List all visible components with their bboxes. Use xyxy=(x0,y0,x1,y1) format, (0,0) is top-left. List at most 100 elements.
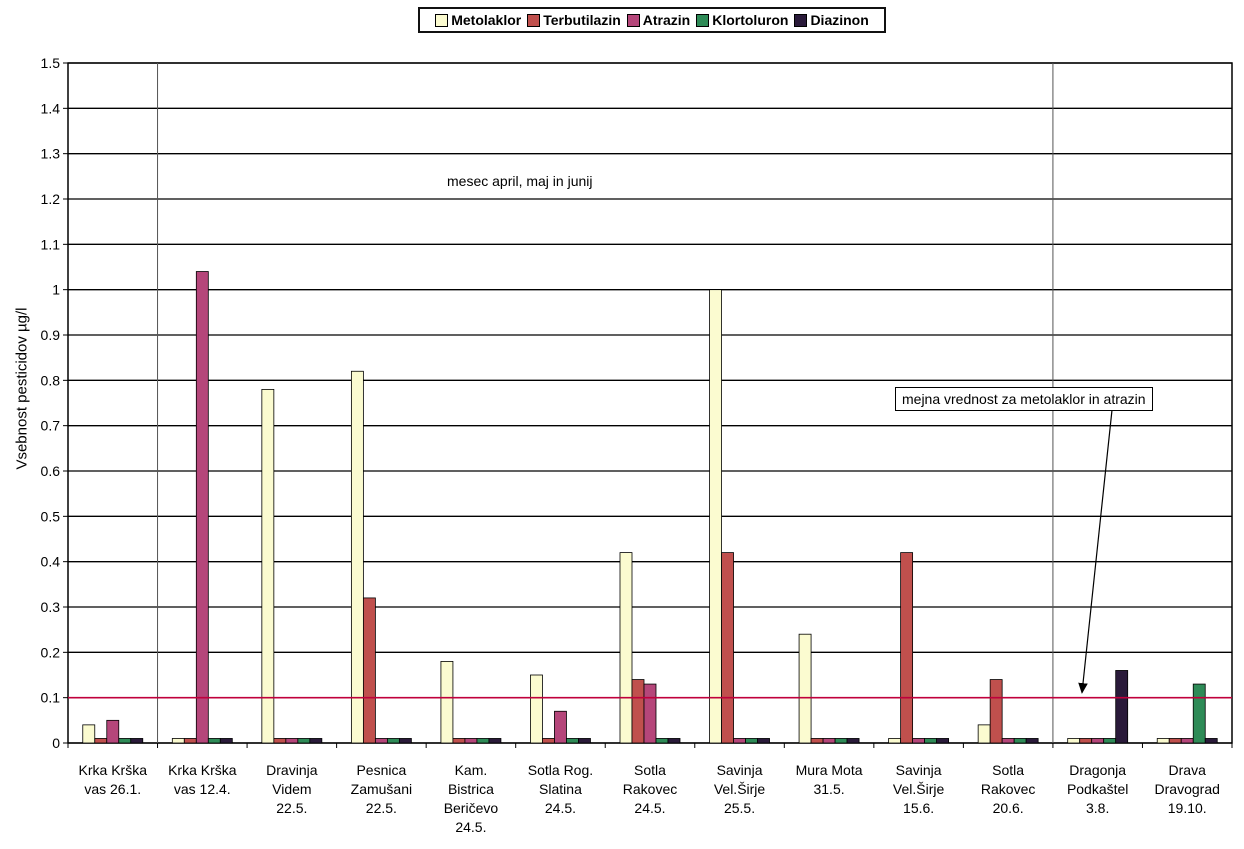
x-tick-label: Sotla Rakovec 24.5. xyxy=(622,762,678,816)
bar-klortoluron xyxy=(207,738,221,744)
bar-diazinon xyxy=(667,738,681,744)
bar-atrazin xyxy=(1001,738,1015,744)
bar-terbutilazin xyxy=(631,679,645,744)
bar-metolaklor xyxy=(709,289,722,744)
bar-atrazin xyxy=(822,738,836,744)
bar-terbutilazin xyxy=(989,679,1003,744)
bar-klortoluron xyxy=(924,738,938,744)
bar-atrazin xyxy=(1180,738,1194,744)
bar-klortoluron xyxy=(834,738,848,744)
bar-klortoluron xyxy=(386,738,400,744)
bar-metolaklor xyxy=(261,388,275,744)
bar-klortoluron xyxy=(1103,738,1117,744)
bar-terbutilazin xyxy=(542,738,555,744)
bar-terbutilazin xyxy=(810,738,824,744)
bar-atrazin xyxy=(554,710,567,744)
bar-terbutilazin xyxy=(94,738,108,744)
y-tick-label: 1.2 xyxy=(41,191,61,207)
legend-label: Metolaklor xyxy=(451,12,522,28)
bar-terbutilazin xyxy=(900,552,914,744)
bar-diazinon xyxy=(1204,738,1218,744)
bar-diazinon xyxy=(130,738,144,744)
x-tick-label: Sotla Rog. Slatina 24.5. xyxy=(527,762,594,816)
chart-legend: Metolaklor Terbutilazin Atrazin Klortoluron… xyxy=(418,7,886,33)
x-tick-label: Pesnica Zamušani 22.5. xyxy=(350,762,413,816)
bar-metolaklor xyxy=(1067,738,1081,744)
bar-diazinon xyxy=(578,738,591,744)
y-tick-label: 1.4 xyxy=(41,100,61,116)
bar-atrazin xyxy=(1091,738,1105,744)
legend-label: Terbutilazin xyxy=(543,12,621,28)
y-tick-label: 0.3 xyxy=(41,599,61,615)
bar-klortoluron xyxy=(476,738,490,744)
bar-terbutilazin xyxy=(362,597,376,744)
legend-swatch xyxy=(794,13,808,27)
bar-metolaklor xyxy=(82,724,96,744)
y-tick-label: 0.2 xyxy=(41,644,61,660)
bar-metolaklor xyxy=(619,552,633,744)
bar-atrazin xyxy=(733,738,746,744)
bar-terbutilazin xyxy=(183,738,197,744)
legend-label: Atrazin xyxy=(642,12,691,28)
y-tick-label: 0.4 xyxy=(41,554,61,570)
x-tick-label: Kam. Bistrica Beričevo 24.5. xyxy=(443,762,499,835)
bar-atrazin xyxy=(285,738,299,744)
bar-metolaklor xyxy=(977,724,991,744)
y-axis-label: Vsebnost pesticidov µg/l xyxy=(13,307,31,470)
legend-swatch xyxy=(435,13,449,27)
bar-diazinon xyxy=(1115,670,1129,744)
bar-klortoluron xyxy=(1192,683,1206,744)
bar-metolaklor xyxy=(1156,738,1170,744)
legend-item: Terbutilazin xyxy=(527,12,621,28)
bar-metolaklor xyxy=(888,738,902,744)
bar-diazinon xyxy=(1025,738,1039,744)
legend-swatch xyxy=(696,13,710,27)
bar-metolaklor xyxy=(171,738,185,744)
x-tick-label: Drava Dravograd 19.10. xyxy=(1154,762,1220,816)
bar-terbutilazin xyxy=(1079,738,1093,744)
bar-diazinon xyxy=(846,738,860,744)
bar-atrazin xyxy=(195,271,209,744)
legend-item: Diazinon xyxy=(794,12,869,28)
y-tick-label: 0 xyxy=(52,735,60,751)
y-tick-label: 0.5 xyxy=(41,508,61,524)
bar-metolaklor xyxy=(440,661,454,744)
x-tick-label: Savinja Vel.Širje 15.6. xyxy=(892,762,945,816)
x-tick-label: Krka Krška vas 12.4. xyxy=(168,762,237,797)
bar-diazinon xyxy=(757,738,770,744)
bar-metolaklor xyxy=(798,633,812,744)
x-tick-label: Sotla Rakovec 20.6. xyxy=(980,762,1036,816)
bar-klortoluron xyxy=(566,738,579,744)
bar-klortoluron xyxy=(118,738,132,744)
bar-klortoluron xyxy=(655,738,669,744)
bar-diazinon xyxy=(219,738,233,744)
y-tick-label: 0.9 xyxy=(41,327,61,343)
bar-terbutilazin xyxy=(1168,738,1182,744)
bar-atrazin xyxy=(374,738,388,744)
x-tick-label: Mura Mota 31.5. xyxy=(795,762,863,797)
bar-terbutilazin xyxy=(721,552,734,744)
period-annotation: mesec april, maj in junij xyxy=(447,173,593,189)
bar-atrazin xyxy=(912,738,926,744)
bar-klortoluron xyxy=(297,738,311,744)
x-tick-label: Krka Krška vas 26.1. xyxy=(78,762,147,797)
bar-diazinon xyxy=(936,738,950,744)
bar-diazinon xyxy=(488,738,502,744)
bar-atrazin xyxy=(643,683,657,744)
y-tick-label: 1.5 xyxy=(41,55,61,71)
legend-swatch xyxy=(626,13,640,27)
y-tick-label: 0.8 xyxy=(41,372,61,388)
bar-klortoluron xyxy=(1013,738,1027,744)
legend-label: Klortoluron xyxy=(712,12,789,28)
y-tick-label: 1.1 xyxy=(41,236,61,252)
y-tick-label: 0.1 xyxy=(41,690,61,706)
legend-swatch xyxy=(527,13,541,27)
x-tick-label: Savinja Vel.Širje 25.5. xyxy=(713,762,766,816)
bar-metolaklor xyxy=(350,370,364,744)
bar-terbutilazin xyxy=(273,738,287,744)
x-tick-label: Dragonja Podkaštel 3.8. xyxy=(1066,762,1129,816)
bar-diazinon xyxy=(309,738,323,744)
legend-label: Diazinon xyxy=(810,12,869,28)
bar-diazinon xyxy=(398,738,412,744)
